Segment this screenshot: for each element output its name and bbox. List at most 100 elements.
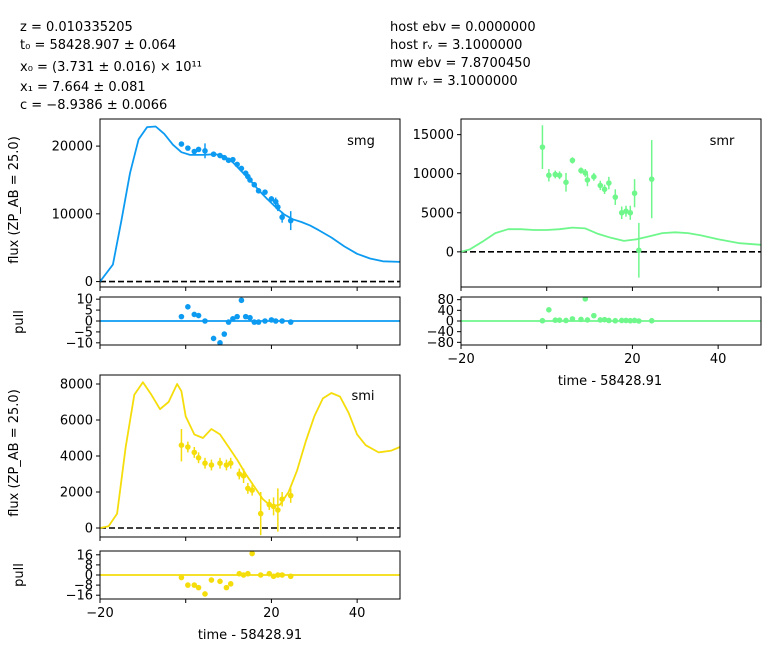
pull-point-smr <box>601 316 608 323</box>
x-tick-label: −20 <box>86 606 113 621</box>
pull-point-smr <box>631 317 638 324</box>
y-tick-label: 20000 <box>52 140 93 155</box>
param-mw-ebv: mw ebv = 7.8700450 <box>390 56 531 71</box>
band-label-smr: smr <box>710 134 735 149</box>
pull-point-smg <box>238 297 245 304</box>
time-xlabel-r: time - 58428.91 <box>558 374 662 389</box>
pull-point-smg <box>225 319 232 325</box>
main-axes-frame <box>460 118 762 288</box>
pull-point-smr <box>648 317 655 324</box>
pull-y-tick-label: −10 <box>66 336 93 351</box>
pull-y-tick-label: −16 <box>66 589 93 604</box>
y-tick-label: 8000 <box>60 378 93 393</box>
x-tick-label: −20 <box>447 352 474 367</box>
data-point-smg <box>251 181 258 188</box>
pull-point-smr <box>606 317 612 324</box>
data-point-smi <box>223 462 230 468</box>
pull-point-smr <box>556 317 563 324</box>
data-point-smi <box>178 442 185 449</box>
pull-point-smg <box>210 335 217 342</box>
data-point-smg <box>234 161 240 168</box>
param-t0: t₀ = 58428.907 ± 0.064 <box>20 38 176 53</box>
pull-point-smr <box>612 317 619 324</box>
fit-parameters: z = 0.010335205 t₀ = 58428.907 ± 0.064 x… <box>20 20 202 113</box>
pull-point-smi <box>249 551 255 557</box>
model-curve-smr <box>461 226 761 253</box>
pull-point-smg <box>255 319 262 325</box>
data-point-smr <box>597 182 604 189</box>
param-host-rv: host rᵥ = 3.1000000 <box>390 38 522 53</box>
pull-y-tick-label: 16 <box>76 548 93 563</box>
data-point-smi <box>257 510 264 517</box>
pull-point-smg <box>195 312 202 319</box>
data-point-smr <box>591 174 597 180</box>
pull-point-smr <box>591 312 597 319</box>
pull-point-smr <box>623 317 629 324</box>
x-tick-label: 20 <box>263 606 280 621</box>
pull-point-smg <box>272 318 279 324</box>
data-point-smr <box>606 180 612 186</box>
pull-y-tick-label: 40 <box>437 304 454 319</box>
pull-point-smi <box>195 584 202 591</box>
data-point-smr <box>546 172 552 179</box>
pull-point-smr <box>546 307 552 313</box>
pull-y-tick-label: 0 <box>85 315 93 330</box>
data-point-smg <box>287 217 294 224</box>
pull-point-smg <box>247 314 253 321</box>
pull-point-smi <box>202 591 208 597</box>
pull-point-smi <box>266 570 273 577</box>
pull-y-tick-label: −8 <box>74 579 93 594</box>
pull-point-smr <box>627 317 634 324</box>
pull-y-tick-label: 80 <box>437 293 454 308</box>
pull-point-smr <box>636 318 642 324</box>
pull-point-smg <box>202 318 208 324</box>
pull-point-smg <box>242 313 249 320</box>
data-point-smr <box>578 167 584 174</box>
x-tick-label: 40 <box>710 352 727 367</box>
pull-point-smr <box>552 317 559 324</box>
param-z: z = 0.010335205 <box>20 20 133 35</box>
data-point-smg <box>247 177 253 183</box>
y-tick-label: 10000 <box>413 167 454 182</box>
pull-point-smi <box>240 572 247 578</box>
param-c: c = −8.9386 ± 0.0066 <box>20 98 167 113</box>
y-tick-label: 0 <box>85 275 93 290</box>
data-point-smg <box>185 145 191 151</box>
pull-point-smi <box>208 577 215 583</box>
data-point-smi <box>236 471 243 477</box>
y-tick-label: 6000 <box>60 414 93 429</box>
pull-point-smr <box>563 317 569 324</box>
data-point-smi <box>202 460 208 467</box>
pull-point-smg <box>279 318 285 324</box>
pull-point-smi <box>270 573 277 580</box>
x-tick-label: 20 <box>624 352 641 367</box>
param-x1: x₁ = 7.664 ± 0.081 <box>20 80 146 95</box>
y-tick-label: 5000 <box>421 206 454 221</box>
data-point-smr <box>601 186 608 193</box>
data-point-smi <box>275 507 281 513</box>
flux-ylabel-i: flux (ZP_AB = 25.0) <box>7 389 22 517</box>
data-point-smi <box>287 492 294 499</box>
data-point-smg <box>195 146 202 153</box>
pull-point-smg <box>178 313 185 320</box>
data-point-smg <box>268 196 275 202</box>
pull-point-smg <box>262 318 268 324</box>
data-point-smr <box>631 190 638 197</box>
data-point-smg <box>210 151 217 158</box>
data-point-smg <box>230 156 236 163</box>
pull-point-smi <box>227 581 234 587</box>
data-point-smg <box>255 188 262 194</box>
pull-point-smg <box>191 311 198 318</box>
pull-point-smi <box>287 573 294 580</box>
data-point-smr <box>552 171 559 178</box>
model-curve-smg <box>100 125 400 283</box>
pull-point-smg <box>234 313 240 320</box>
data-point-smi <box>270 503 277 510</box>
pull-y-tick-label: 0 <box>446 315 454 330</box>
data-point-smg <box>202 148 208 154</box>
pull-ylabel-i: pull <box>12 563 27 587</box>
data-point-smg <box>191 148 198 155</box>
data-point-smr <box>612 194 619 200</box>
data-point-smi <box>208 462 215 468</box>
